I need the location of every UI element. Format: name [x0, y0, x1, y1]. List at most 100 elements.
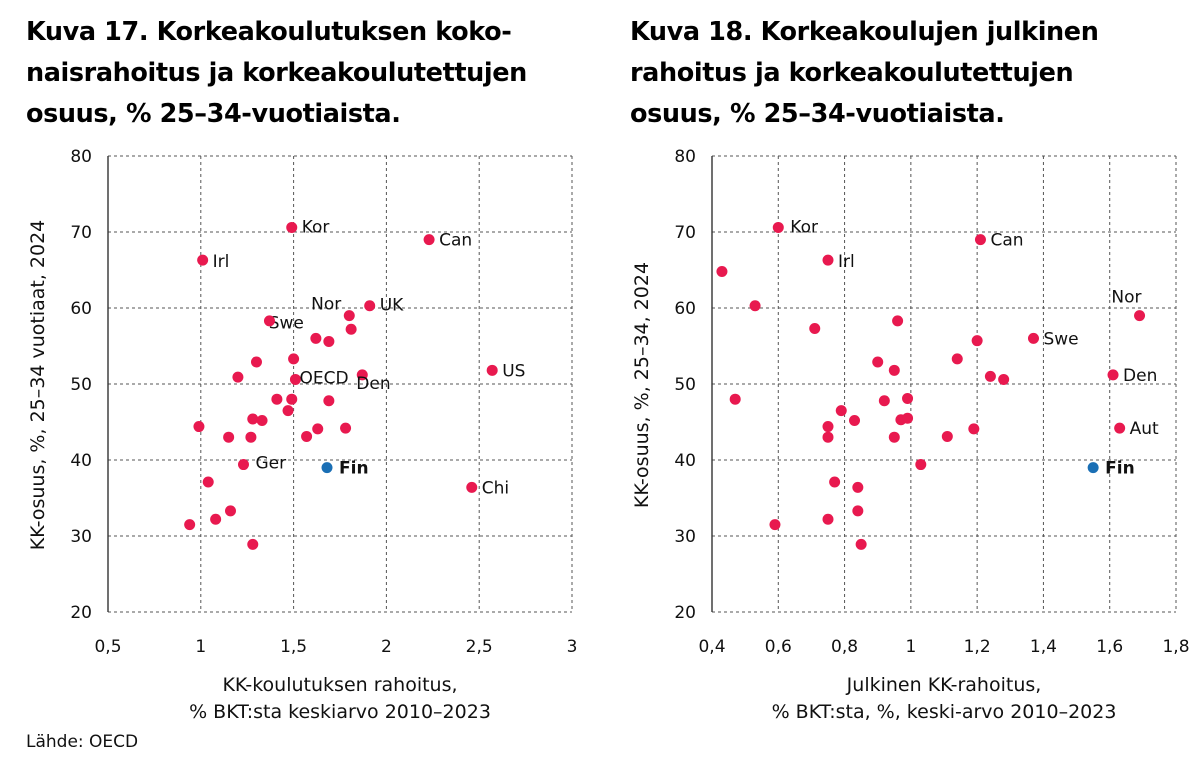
chart2-point — [809, 323, 821, 335]
chart2-point — [872, 356, 884, 368]
chart2-point — [915, 459, 927, 471]
chart1-point-label: Swe — [269, 313, 304, 333]
chart1-point — [286, 393, 298, 405]
chart1-point-label: Nor — [311, 295, 341, 315]
chart2-point — [829, 476, 841, 488]
chart1-point — [263, 315, 275, 327]
chart1-point — [423, 234, 435, 246]
chart1-point — [256, 414, 268, 426]
chart2-point — [849, 414, 861, 426]
chart1-xtick-label: 2,5 — [466, 637, 493, 657]
chart2-point — [716, 266, 728, 278]
chart1-point-label: Fin — [339, 459, 369, 479]
chart1-point-label: Den — [356, 374, 390, 394]
chart1-xtick-label: 1,5 — [280, 637, 307, 657]
chart1-point — [247, 413, 259, 425]
chart2-ytick-label: 80 — [674, 147, 696, 167]
chart2-point — [729, 393, 741, 405]
chart2-point — [1027, 332, 1039, 344]
chart2-point — [888, 364, 900, 376]
chart2-xtick-label: 0,6 — [765, 637, 792, 657]
chart1-ylabel: KK-osuus, %, 25–34 vuotiaat, 2024 — [27, 220, 49, 551]
source-note: Lähde: OECD — [26, 732, 139, 752]
chart2-xlabel-line-2: % BKT:sta, %, keski-arvo 2010–2023 — [772, 701, 1117, 723]
chart1-title: Kuva 17. Korkeakoulutuksen koko- naisrah… — [26, 12, 586, 135]
chart2-point — [822, 513, 834, 525]
chart1-point-label: UK — [380, 296, 404, 316]
chart1-xtick-label: 3 — [567, 637, 578, 657]
chart1-point-label: OECD — [299, 368, 348, 388]
chart2-point — [749, 300, 761, 312]
chart1-point — [323, 395, 335, 407]
chart2-title-line-1: Kuva 18. Korkeakoulujen julkinen — [630, 17, 1099, 47]
chart2-ytick-label: 30 — [674, 527, 696, 547]
chart2-xtick-label: 1,4 — [1030, 637, 1057, 657]
chart1-point — [323, 335, 335, 347]
chart2-xtick-label: 1,8 — [1162, 637, 1189, 657]
chart1-point — [340, 422, 352, 434]
chart2-xtick-label: 0,4 — [698, 637, 725, 657]
chart1-point-label: Kor — [302, 217, 330, 237]
chart1-point — [271, 393, 283, 405]
chart1-point — [245, 431, 257, 443]
chart1-point — [364, 300, 376, 312]
chart2-ylabel: KK-osuus, %, 25–34, 2024 — [631, 262, 653, 508]
chart1-xtick-label: 0,5 — [94, 637, 121, 657]
chart1-point-label: Can — [439, 231, 472, 251]
chart1-point — [210, 513, 222, 525]
chart2-point — [822, 254, 834, 266]
chart2-point-label: Kor — [790, 217, 818, 237]
chart2-point — [998, 373, 1010, 385]
chart2-title-line-2: rahoitus ja korkeakoulutettujen — [630, 58, 1074, 88]
chart2-point-label: Swe — [1043, 329, 1078, 349]
chart2-title-line-3: osuus, % 25–34-vuotiaista. — [630, 99, 1005, 129]
chart1-ytick-label: 30 — [70, 527, 92, 547]
chart2-point-highlight — [1087, 462, 1099, 474]
chart2-point — [835, 405, 847, 417]
chart1-point — [486, 364, 498, 376]
chart1-point — [197, 254, 209, 266]
chart1-point — [343, 310, 355, 322]
chart1-ytick-label: 20 — [70, 603, 92, 623]
chart2-xtick-label: 1,2 — [964, 637, 991, 657]
chart2-title: Kuva 18. Korkeakoulujen julkinen rahoitu… — [630, 12, 1190, 135]
chart1-point — [312, 423, 324, 435]
chart1-ytick-label: 60 — [70, 299, 92, 319]
chart2-point-label: Fin — [1105, 459, 1135, 479]
chart1-point — [282, 405, 294, 417]
chart2-ytick-label: 60 — [674, 299, 696, 319]
chart1-point — [250, 356, 262, 368]
chart2-point — [772, 221, 784, 233]
chart2-point — [769, 519, 781, 531]
chart2-point — [902, 392, 914, 404]
chart2-point — [968, 423, 980, 435]
chart1-point — [184, 519, 196, 531]
chart2-xlabel-line-1: Julkinen KK-rahoitus, — [846, 674, 1042, 696]
chart1-xtick-label: 1 — [195, 637, 206, 657]
chart1-point — [193, 421, 205, 433]
chart2-point-label: Aut — [1130, 419, 1159, 439]
chart2-point — [878, 395, 890, 407]
chart2-point — [822, 431, 834, 443]
chart1-point — [288, 353, 300, 365]
chart1-xtick-label: 2 — [381, 637, 392, 657]
chart1-ytick-label: 40 — [70, 451, 92, 471]
chart1-point-label: US — [502, 361, 525, 381]
chart1-point-highlight — [321, 462, 333, 474]
chart2-point — [852, 505, 864, 517]
chart1-title-line-3: osuus, % 25–34-vuotiaista. — [26, 99, 401, 129]
chart1-point — [301, 430, 313, 442]
chart2-point — [822, 421, 834, 433]
chart2-point-label: Den — [1123, 366, 1157, 386]
chart1-ytick-label: 70 — [70, 223, 92, 243]
chart1-title-line-1: Kuva 17. Korkeakoulutuksen koko- — [26, 17, 512, 47]
chart1-ytick-label: 80 — [70, 147, 92, 167]
chart1-point-label: Ger — [255, 454, 286, 474]
chart1-point-label: Irl — [213, 252, 230, 272]
chart1-point — [289, 373, 301, 385]
chart2-ytick-label: 50 — [674, 375, 696, 395]
chart1-point — [202, 476, 214, 488]
chart2-xtick-label: 0,8 — [831, 637, 858, 657]
chart1-point — [310, 332, 322, 344]
